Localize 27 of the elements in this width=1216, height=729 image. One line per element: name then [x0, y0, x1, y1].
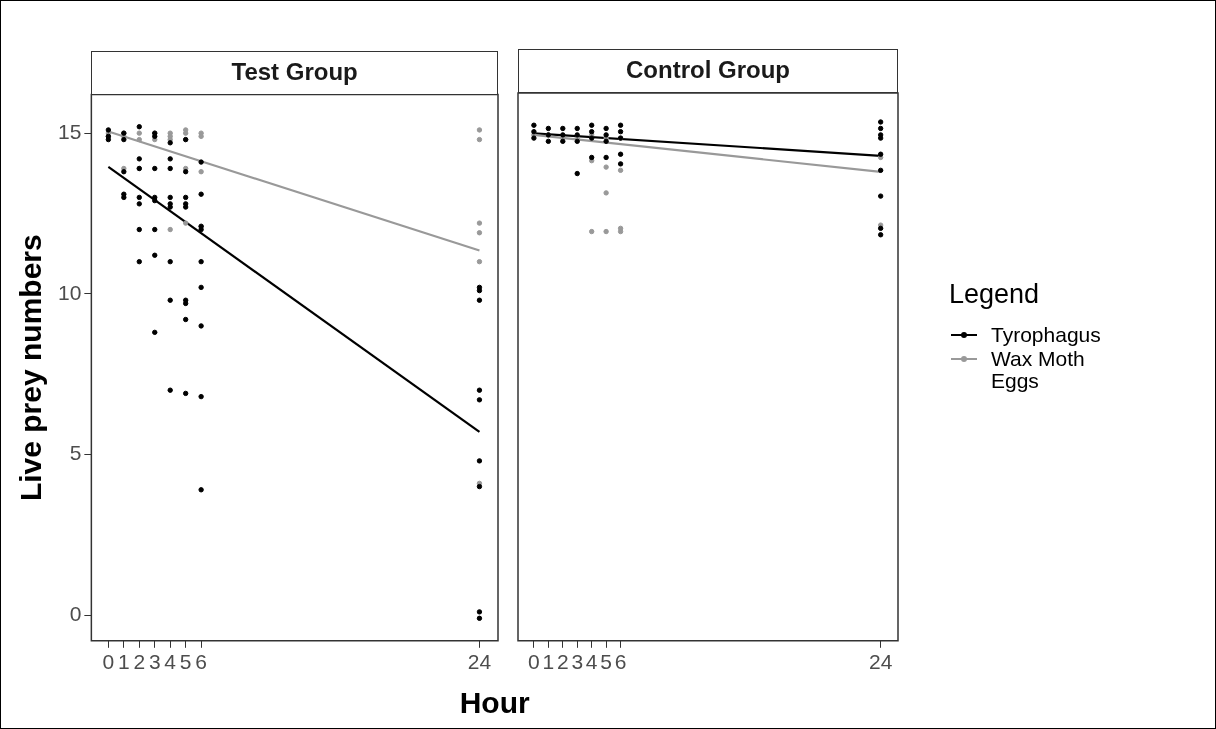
chart-title: Test Group — [91, 50, 498, 95]
x-tick-label: 4 — [164, 650, 177, 674]
x-tick-label: 3 — [571, 650, 584, 674]
x-tick-label: 6 — [195, 650, 207, 674]
x-tick-label: 4 — [585, 650, 598, 674]
y-tick-label: 15 — [58, 119, 82, 143]
y-tick-label: 5 — [69, 441, 82, 465]
x-tick-label: 6 — [614, 650, 627, 674]
x-tick-label: 1 — [117, 650, 130, 674]
legend-title: Legend — [949, 279, 1041, 310]
x-tick-label: 0 — [528, 650, 540, 674]
chart-title: Control Group — [518, 49, 898, 93]
x-tick-label: 2 — [133, 650, 146, 674]
x-tick-label: 2 — [556, 650, 569, 674]
y-tick-label: 0 — [69, 601, 82, 625]
x-tick-label: 0 — [102, 650, 115, 674]
x-tick-label: 1 — [542, 650, 555, 674]
x-tick-label: 5 — [179, 650, 192, 674]
legend-label: Wax Moth Eggs — [991, 347, 1086, 392]
x-tick-label: 3 — [148, 650, 161, 674]
y-tick-label: 10 — [58, 280, 82, 304]
legend-label: Tyrophagus — [991, 323, 1102, 346]
x-tick-label: 5 — [600, 650, 612, 674]
x-tick-label: 24 — [467, 650, 492, 674]
x-axis-title: Hour — [458, 686, 531, 720]
x-tick-label: 24 — [868, 650, 893, 674]
y-axis-title: Live prey numbers — [14, 234, 48, 502]
